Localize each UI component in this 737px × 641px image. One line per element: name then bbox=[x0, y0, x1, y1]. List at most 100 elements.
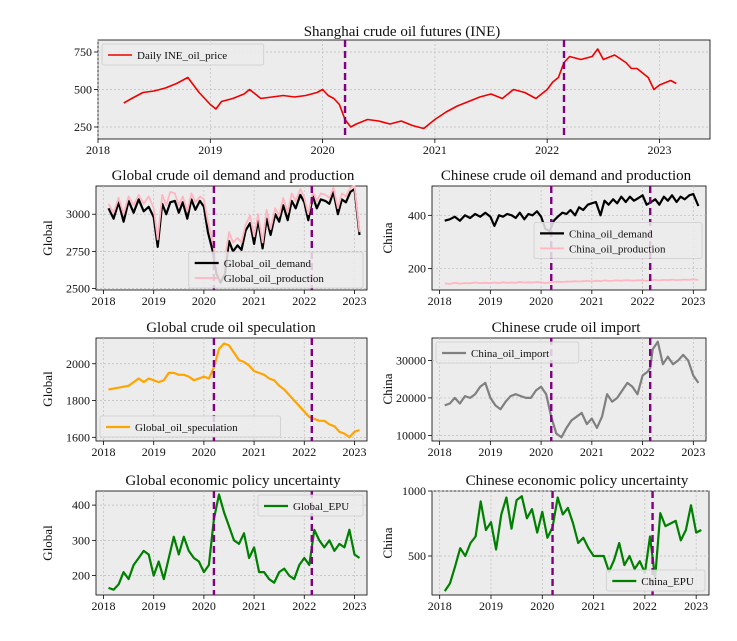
x-tick-label: 2018 bbox=[92, 294, 116, 308]
x-tick-label: 2023 bbox=[342, 445, 366, 459]
legend-label: China_oil_production bbox=[569, 243, 666, 255]
x-tick-label: 2020 bbox=[529, 294, 553, 308]
x-tick-label: 2022 bbox=[292, 294, 316, 308]
legend-label: China_oil_demand bbox=[569, 228, 653, 240]
legend-label: Global_oil_production bbox=[224, 273, 325, 285]
y-tick-label: 500 bbox=[74, 83, 92, 97]
panel-title: Shanghai crude oil futures (INE) bbox=[304, 24, 501, 40]
y-axis-label: China bbox=[380, 222, 395, 253]
x-tick-label: 2021 bbox=[242, 294, 266, 308]
y-axis-label: Global bbox=[40, 371, 55, 407]
x-tick-label: 2018 bbox=[428, 294, 452, 308]
legend-box bbox=[188, 251, 364, 289]
x-tick-label: 2019 bbox=[198, 143, 222, 157]
legend-box bbox=[435, 341, 580, 364]
y-axis-label: Global bbox=[40, 220, 55, 256]
x-tick-label: 2020 bbox=[311, 143, 335, 157]
x-tick-label: 2021 bbox=[423, 143, 447, 157]
x-tick-label: 2020 bbox=[530, 599, 554, 613]
series-line-Global_oil_demand bbox=[107, 187, 361, 284]
panel-china-demand-production: Chinese crude oil demand and production … bbox=[380, 168, 707, 308]
y-tick-label: 200 bbox=[72, 569, 90, 583]
panel-global-speculation: Global crude oil speculation Global 2018… bbox=[40, 320, 368, 459]
series-line-Global_EPU bbox=[108, 493, 361, 591]
x-tick-label: 2018 bbox=[92, 599, 116, 613]
x-tick-label: 2023 bbox=[681, 445, 705, 459]
y-axis-label: Global bbox=[40, 525, 55, 561]
y-tick-label: 1800 bbox=[66, 394, 90, 408]
x-tick-label: 2022 bbox=[292, 599, 316, 613]
panel-title: Global economic policy uncertainty bbox=[125, 473, 341, 489]
y-tick-label: 1600 bbox=[66, 430, 90, 444]
y-tick-label: 10000 bbox=[396, 428, 426, 442]
legend-box bbox=[533, 221, 703, 259]
legend-box bbox=[101, 43, 265, 66]
y-tick-label: 750 bbox=[74, 45, 92, 59]
x-tick-label: 2018 bbox=[86, 143, 110, 157]
y-tick-label: 3000 bbox=[66, 207, 90, 221]
legend-label: Global_oil_demand bbox=[224, 258, 312, 270]
legend-label: China_EPU bbox=[641, 576, 694, 588]
y-tick-label: 1000 bbox=[402, 484, 426, 498]
x-tick-label: 2021 bbox=[242, 445, 266, 459]
x-tick-label: 2021 bbox=[582, 599, 606, 613]
y-tick-label: 200 bbox=[408, 262, 426, 276]
series-line-Global_oil_speculation bbox=[108, 342, 360, 439]
panel-ine: Shanghai crude oil futures (INE) 2018 201… bbox=[74, 24, 711, 157]
y-tick-label: 400 bbox=[72, 498, 90, 512]
x-tick-label: 2020 bbox=[192, 294, 216, 308]
y-tick-label: 30000 bbox=[396, 353, 426, 367]
series-line-China_EPU bbox=[443, 495, 702, 592]
x-tick-label: 2019 bbox=[142, 445, 166, 459]
x-tick-label: 2019 bbox=[479, 599, 503, 613]
panel-title: Chinese crude oil import bbox=[492, 320, 642, 336]
y-tick-label: 2000 bbox=[66, 357, 90, 371]
x-tick-label: 2018 bbox=[428, 445, 452, 459]
panel-china-epu: Chinese economic policy uncertainty Chin… bbox=[380, 473, 710, 613]
panel-title: Global crude oil speculation bbox=[146, 320, 316, 336]
x-tick-label: 2023 bbox=[342, 294, 366, 308]
x-tick-label: 2018 bbox=[428, 599, 452, 613]
legend-label: Daily INE_oil_price bbox=[137, 50, 227, 62]
legend-label: Global_EPU bbox=[293, 501, 349, 513]
x-tick-label: 2019 bbox=[478, 294, 502, 308]
y-tick-label: 300 bbox=[72, 533, 90, 547]
y-tick-label: 2750 bbox=[66, 244, 90, 258]
x-tick-label: 2022 bbox=[292, 445, 316, 459]
x-tick-label: 2023 bbox=[647, 143, 671, 157]
y-axis-label: China bbox=[380, 527, 395, 558]
x-tick-label: 2021 bbox=[242, 599, 266, 613]
x-tick-label: 2022 bbox=[631, 445, 655, 459]
y-tick-label: 400 bbox=[408, 208, 426, 222]
panel-china-import: Chinese crude oil import China 2018 2019 2… bbox=[380, 320, 707, 459]
x-tick-label: 2021 bbox=[580, 294, 604, 308]
x-tick-label: 2022 bbox=[631, 294, 655, 308]
legend-box bbox=[257, 494, 364, 517]
panel-global-demand-production: Global crude oil demand and production G… bbox=[40, 168, 368, 308]
series-line-China_oil_production bbox=[444, 278, 699, 285]
x-tick-label: 2018 bbox=[92, 445, 116, 459]
x-tick-label: 2023 bbox=[684, 599, 708, 613]
x-tick-label: 2021 bbox=[580, 445, 604, 459]
series-line-China_oil_import bbox=[444, 340, 700, 439]
x-tick-label: 2020 bbox=[192, 445, 216, 459]
legend-label: China_oil_import bbox=[471, 348, 549, 360]
y-axis-label: China bbox=[380, 373, 395, 404]
series-line-Global_oil_production bbox=[107, 185, 361, 278]
legend-label: Global_oil_speculation bbox=[135, 422, 238, 434]
panel-global-epu: Global economic policy uncertainty Globa… bbox=[40, 473, 368, 613]
x-tick-label: 2019 bbox=[142, 294, 166, 308]
x-tick-label: 2020 bbox=[192, 599, 216, 613]
series-line-China_oil_demand bbox=[444, 192, 700, 233]
panel-title: Global crude oil demand and production bbox=[112, 168, 355, 184]
x-tick-label: 2023 bbox=[342, 599, 366, 613]
x-tick-label: 2019 bbox=[478, 445, 502, 459]
y-tick-label: 20000 bbox=[396, 391, 426, 405]
series-line-Daily INE_oil_price bbox=[123, 48, 677, 130]
legend-box bbox=[605, 569, 706, 592]
x-tick-label: 2022 bbox=[535, 143, 559, 157]
y-tick-label: 250 bbox=[74, 120, 92, 134]
x-tick-label: 2020 bbox=[529, 445, 553, 459]
x-tick-label: 2023 bbox=[681, 294, 705, 308]
